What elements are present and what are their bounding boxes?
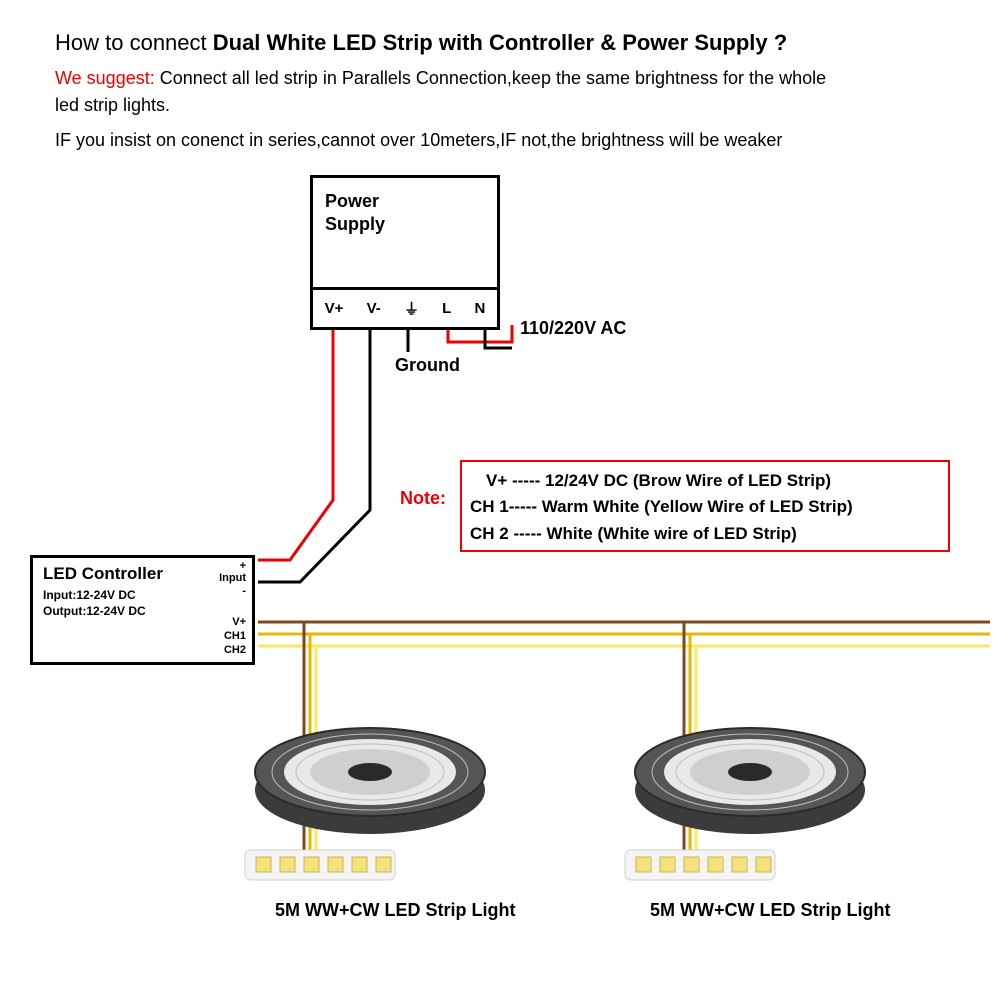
power-supply-box: Power Supply V+ V- ⏚ L N xyxy=(310,175,500,330)
controller-output-spec: Output:12-24V DC xyxy=(43,604,146,618)
terminal-vplus: V+ xyxy=(325,300,344,317)
terminal-n: N xyxy=(475,300,486,317)
title-bold: Dual White LED Strip with Controller & P… xyxy=(213,30,787,55)
controller-out-vplus: V+ xyxy=(232,616,246,628)
terminal-ground: ⏚ xyxy=(404,298,419,319)
suggest-rest: Connect all led strip in Parallels Conne… xyxy=(155,68,826,88)
suggest-line-2: led strip lights. xyxy=(55,95,170,116)
strip-1-caption: 5M WW+CW LED Strip Light xyxy=(275,900,515,921)
suggest-line-1: We suggest: Connect all led strip in Par… xyxy=(55,68,826,89)
controller-title: LED Controller xyxy=(43,564,163,584)
note-label: Note: xyxy=(400,488,446,509)
ground-label: Ground xyxy=(395,355,460,376)
controller-in-plus: + xyxy=(240,560,246,572)
terminal-l: L xyxy=(442,300,451,317)
controller-input-spec: Input:12-24V DC xyxy=(43,588,136,602)
page-title: How to connect Dual White LED Strip with… xyxy=(55,30,787,56)
terminal-vminus: V- xyxy=(367,300,381,317)
ac-voltage-label: 110/220V AC xyxy=(520,318,626,339)
note-box: V+ ----- 12/24V DC (Brow Wire of LED Str… xyxy=(460,460,950,552)
suggest-red: We suggest: xyxy=(55,68,155,88)
power-supply-label: Power Supply xyxy=(325,190,385,237)
power-supply-terminals: V+ V- ⏚ L N xyxy=(313,287,497,327)
controller-input-label: Input xyxy=(219,572,246,584)
series-warning: IF you insist on conenct in series,canno… xyxy=(55,130,782,151)
note-line-2: CH 1----- Warm White (Yellow Wire of LED… xyxy=(470,494,940,520)
ps-label-l1: Power xyxy=(325,191,379,211)
controller-out-ch1: CH1 xyxy=(224,630,246,642)
controller-out-ch2: CH2 xyxy=(224,644,246,656)
ps-label-l2: Supply xyxy=(325,214,385,234)
controller-in-minus: - xyxy=(242,585,246,597)
title-prefix: How to connect xyxy=(55,30,213,55)
strip-2-caption: 5M WW+CW LED Strip Light xyxy=(650,900,890,921)
note-line-1: V+ ----- 12/24V DC (Brow Wire of LED Str… xyxy=(470,468,940,494)
note-line-3: CH 2 ----- White (White wire of LED Stri… xyxy=(470,521,940,547)
led-controller-box: LED Controller Input:12-24V DC Output:12… xyxy=(30,555,255,665)
